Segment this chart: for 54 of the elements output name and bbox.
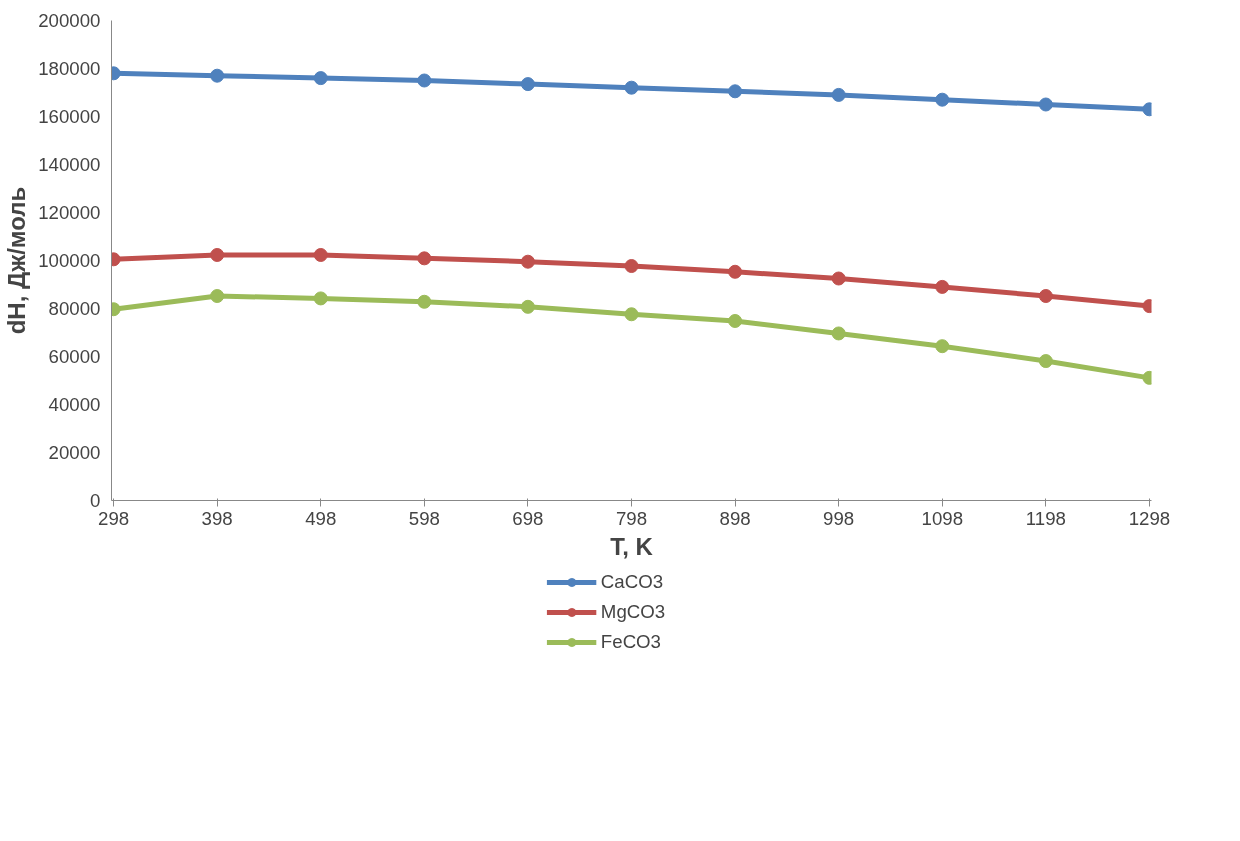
point: [728, 264, 743, 279]
x-tick-label: 1098: [921, 507, 964, 529]
point: [1038, 97, 1053, 112]
x-tick-label: 798: [615, 507, 648, 529]
y-tick-label: 160000: [38, 106, 101, 127]
point: [935, 339, 950, 354]
y-tick-label: 100000: [38, 250, 101, 271]
x-tick-label: 898: [719, 507, 751, 529]
point: [210, 289, 225, 304]
point: [728, 84, 743, 99]
y-tick-label: 140000: [38, 154, 101, 175]
y-tick-label: 80000: [48, 298, 101, 319]
x-tick-label: 498: [305, 507, 337, 529]
point: [210, 68, 225, 83]
point: [520, 77, 535, 92]
legend-label: FeCO3: [600, 631, 661, 653]
point: [520, 299, 535, 314]
point: [935, 92, 950, 107]
point: [1038, 354, 1053, 369]
point: [624, 307, 639, 322]
point: [417, 251, 432, 266]
x-tick-label: 298: [98, 507, 130, 529]
point: [313, 71, 328, 86]
y-tick-label: 200000: [38, 10, 101, 31]
point: [831, 271, 846, 286]
point: [728, 313, 743, 328]
x-tick-label: 998: [823, 507, 855, 529]
x-tick-label: 1298: [1128, 507, 1171, 529]
point: [624, 259, 639, 274]
point: [831, 87, 846, 102]
point: [1038, 289, 1053, 304]
y-tick-label: 0: [90, 490, 101, 511]
x-tick-label: 598: [408, 507, 440, 529]
y-tick-label: 40000: [48, 394, 101, 415]
point: [313, 247, 328, 262]
x-tick-label: 398: [201, 507, 233, 529]
x-axis-title: T, K: [610, 532, 654, 560]
point: [831, 326, 846, 341]
x-tick-label: 698: [512, 507, 544, 529]
x-tick-label: 1198: [1025, 507, 1066, 529]
point: [417, 73, 432, 88]
point: [520, 254, 535, 269]
y-tick-label: 60000: [48, 346, 101, 367]
y-tick-label: 20000: [48, 442, 101, 463]
y-axis-title: dH, Дж/моль: [3, 186, 31, 335]
y-tick-label: 180000: [38, 58, 101, 79]
point: [624, 80, 639, 95]
point: [417, 294, 432, 309]
legend-label: MgCO3: [600, 601, 666, 623]
point: [935, 279, 950, 294]
point: [210, 247, 225, 262]
point: [313, 291, 328, 306]
y-tick-label: 120000: [38, 202, 101, 223]
legend-label: CaCO3: [600, 571, 664, 593]
